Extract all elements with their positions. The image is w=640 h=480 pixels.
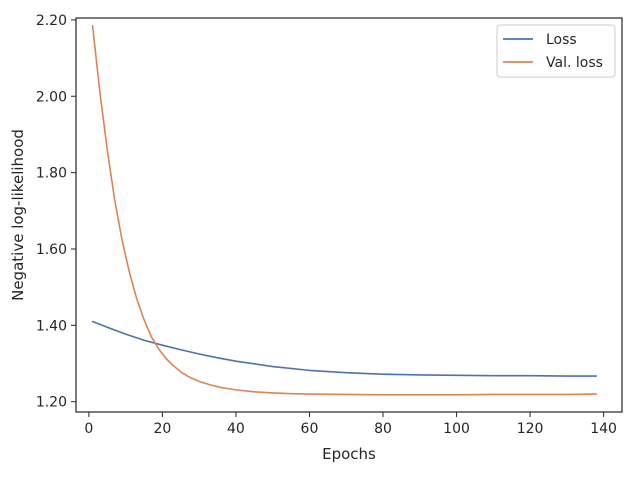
y-tick-label: 2.20 xyxy=(36,13,67,29)
plot-frame xyxy=(75,17,623,413)
y-tick-label: 1.40 xyxy=(36,318,67,334)
x-tick-label: 120 xyxy=(517,421,544,437)
legend: Loss Val. loss xyxy=(496,24,616,78)
x-tick-label: 40 xyxy=(227,421,245,437)
y-tick-label: 1.60 xyxy=(36,242,67,258)
y-tick-label: 2.00 xyxy=(36,89,67,105)
legend-label: Val. loss xyxy=(546,55,603,71)
x-tick-label: 140 xyxy=(590,421,617,437)
legend-label: Loss xyxy=(546,32,577,48)
y-tick-label: 1.20 xyxy=(36,395,67,411)
y-axis-label: Negative log-likelihood xyxy=(9,129,27,301)
x-tick-label: 80 xyxy=(374,421,392,437)
x-tick-label: 100 xyxy=(443,421,470,437)
x-tick-label: 0 xyxy=(84,421,93,437)
series-layer xyxy=(91,24,598,396)
legend-box xyxy=(496,24,616,78)
y-axis: 1.20 1.40 1.60 1.80 2.00 2.20 xyxy=(36,13,76,411)
x-tick-label: 60 xyxy=(301,421,319,437)
x-axis-label: Epochs xyxy=(322,445,376,463)
y-tick-label: 1.80 xyxy=(36,166,67,182)
x-axis: 0 20 40 60 80 100 120 140 xyxy=(84,412,617,437)
series-line-2 xyxy=(91,24,598,396)
series-line-1 xyxy=(91,320,598,377)
x-tick-label: 20 xyxy=(153,421,171,437)
